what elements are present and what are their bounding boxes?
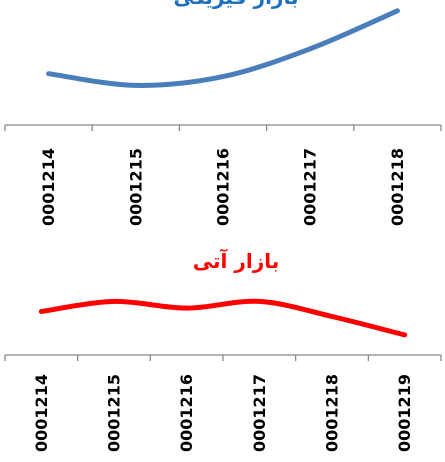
x-tick-label: 0001219 (395, 374, 414, 452)
x-axis-ticks (4, 125, 442, 131)
x-tick-label: 0001216 (214, 148, 233, 226)
x-axis-tick-labels: 0001214 0001215 0001216 0001217 0001218 (39, 148, 407, 226)
x-tick-label: 0001218 (388, 148, 407, 226)
series-line (38, 298, 408, 338)
x-tick-label: 0001217 (301, 148, 320, 226)
x-tick-label: 0001218 (323, 374, 342, 452)
x-tick-label: 0001214 (32, 374, 51, 452)
series-line (46, 8, 400, 88)
chart-title: بازار فیزیکی (174, 0, 299, 9)
chart-title: بازار آتی (193, 248, 279, 273)
x-axis-ticks (4, 355, 442, 361)
x-tick-label: 0001214 (39, 148, 58, 226)
chart-physical-market: بازار فیزیکی 000121400012150001216000121… (4, 0, 442, 226)
chart-futures-market: بازار آتی 0001214 0001215 0001216 0001217 00… (4, 248, 442, 452)
x-tick-label: 0001215 (126, 148, 145, 226)
x-tick-label: 0001217 (250, 374, 269, 452)
x-tick-label: 0001215 (105, 374, 124, 452)
x-tick-label: 0001216 (177, 374, 196, 452)
x-axis-tick-labels: 0001214 0001215 0001216 0001217 0001218 00012… (32, 374, 414, 452)
